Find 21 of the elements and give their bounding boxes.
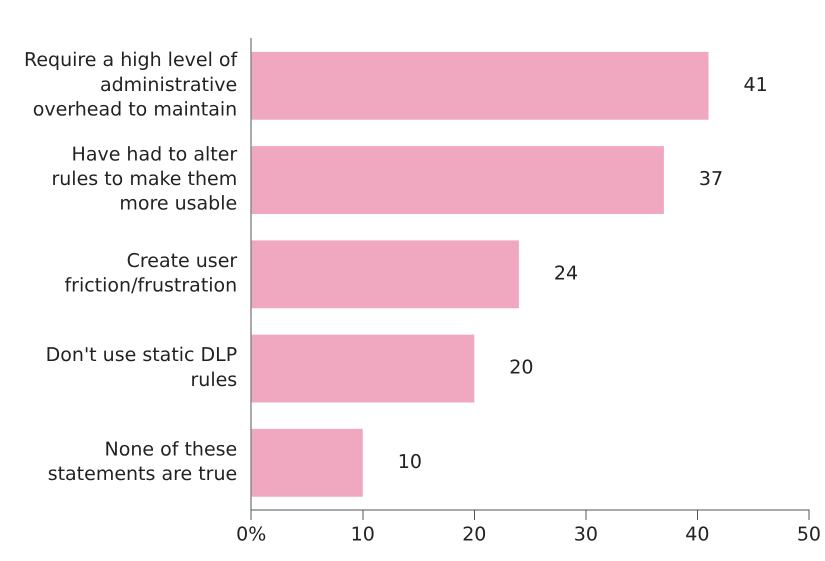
x-tick-label: 50	[796, 523, 822, 546]
x-tick-label: 30	[574, 523, 598, 546]
x-tick-label: 20	[462, 523, 486, 546]
y-tick-label: Require a high level of administrative overhead to maintain	[24, 49, 239, 120]
y-tick-label: Don't use static DLP rules	[46, 344, 238, 391]
bar	[252, 428, 363, 497]
x-tick-label: 10	[350, 523, 375, 546]
y-tick-label: None of these statements are true	[48, 438, 238, 486]
x-tick-label: 40	[685, 523, 710, 546]
bar	[252, 52, 709, 120]
y-tick-label: Create user friction/frustration	[64, 250, 238, 297]
data-label: 10	[398, 450, 422, 473]
bar	[252, 146, 664, 214]
bar	[252, 334, 474, 403]
data-label: 37	[698, 168, 724, 190]
y-tick-label: Have had to alter rules to make them more usable	[51, 143, 238, 215]
data-label: 20	[509, 356, 534, 379]
data-label: 41	[744, 74, 768, 96]
x-tick-label: 0%	[236, 523, 266, 546]
bar	[252, 240, 519, 308]
data-label: 24	[554, 262, 578, 284]
